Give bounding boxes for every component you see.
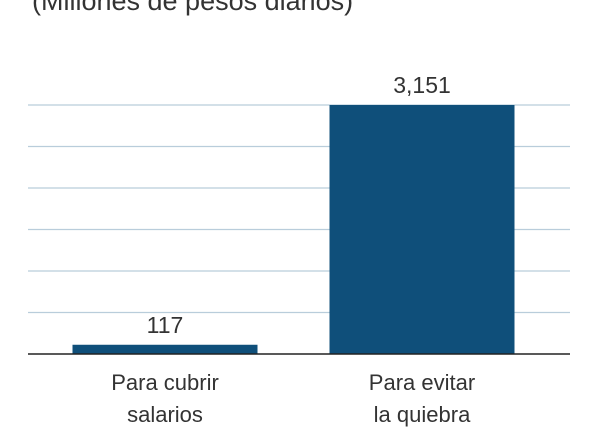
data-label-2: 3,151 [393, 72, 451, 98]
bars [72, 105, 515, 354]
category-label-1-line-1: Para cubrir [111, 370, 219, 395]
data-label-1: 117 [147, 312, 184, 338]
category-label-2-line-2: la quiebra [374, 402, 471, 427]
category-label-2-line-1: Para evitar [369, 370, 475, 395]
labels: 117 Para cubrir salarios 3,151 Para evitar la… [111, 72, 475, 427]
category-label-1-line-2: salarios [127, 402, 203, 427]
bar-1 [72, 344, 258, 354]
chart-subtitle: (Millones de pesos diarios) [32, 0, 354, 16]
bar-2 [329, 105, 515, 354]
